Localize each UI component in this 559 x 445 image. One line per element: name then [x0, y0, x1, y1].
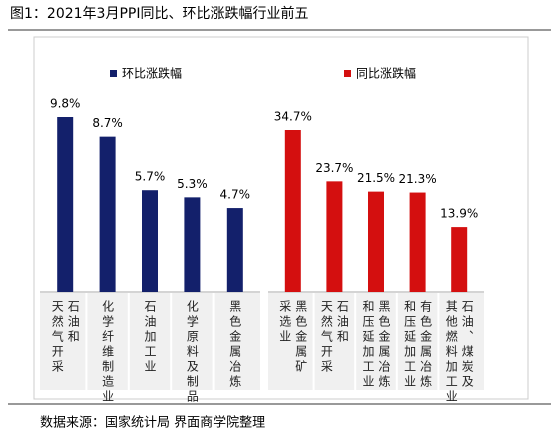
bar: [57, 117, 74, 292]
legend-swatch: [110, 70, 117, 77]
bar: [409, 192, 426, 292]
value-label: 34.7%: [274, 110, 312, 124]
bar: [451, 227, 468, 292]
category-label: 石油加工业: [143, 300, 157, 375]
category-label: 有色金属冶炼 和压延加工业: [402, 300, 433, 390]
value-label: 8.7%: [92, 116, 123, 130]
category-label: 化学原料及制品: [185, 300, 200, 405]
legend-label: 环比涨跌幅: [122, 66, 182, 81]
label-area: [40, 293, 260, 390]
category-label: 黑色金属矿 采选业: [277, 300, 308, 375]
frame: [33, 36, 529, 400]
bar: [184, 197, 201, 292]
category-label: 黑色金属冶炼: [227, 300, 242, 390]
value-label: 5.7%: [135, 170, 166, 184]
legend-swatch: [344, 70, 351, 77]
value-label: 5.3%: [177, 177, 208, 191]
figure-title: 图1：2021年3月PPI同比、环比涨跌幅行业前五: [10, 5, 308, 22]
bar: [326, 181, 343, 292]
bar: [142, 190, 158, 292]
label-area: [268, 293, 484, 390]
category-label: 黑色金属冶炼 和压延加工业: [361, 300, 391, 390]
legend-label: 同比涨跌幅: [356, 66, 416, 81]
category-label: 化学纤维制造业: [100, 300, 115, 405]
bar: [284, 130, 301, 292]
category-label: 石油和 天然气开采: [50, 300, 81, 375]
value-label: 4.7%: [220, 188, 251, 202]
bar: [99, 136, 116, 292]
value-label: 9.8%: [50, 97, 81, 111]
bar: [368, 191, 384, 292]
category-label: 石油、煤炭及 其他燃料加工业: [444, 300, 475, 405]
source: 数据来源：国家统计局 界面商学院整理: [40, 415, 265, 431]
value-label: 13.9%: [440, 207, 478, 221]
value-label: 23.7%: [315, 161, 353, 175]
bar: [226, 208, 243, 292]
value-label: 21.3%: [399, 172, 437, 186]
value-label: 21.5%: [357, 171, 395, 185]
category-label: 石油和 天然气开采: [319, 300, 350, 375]
